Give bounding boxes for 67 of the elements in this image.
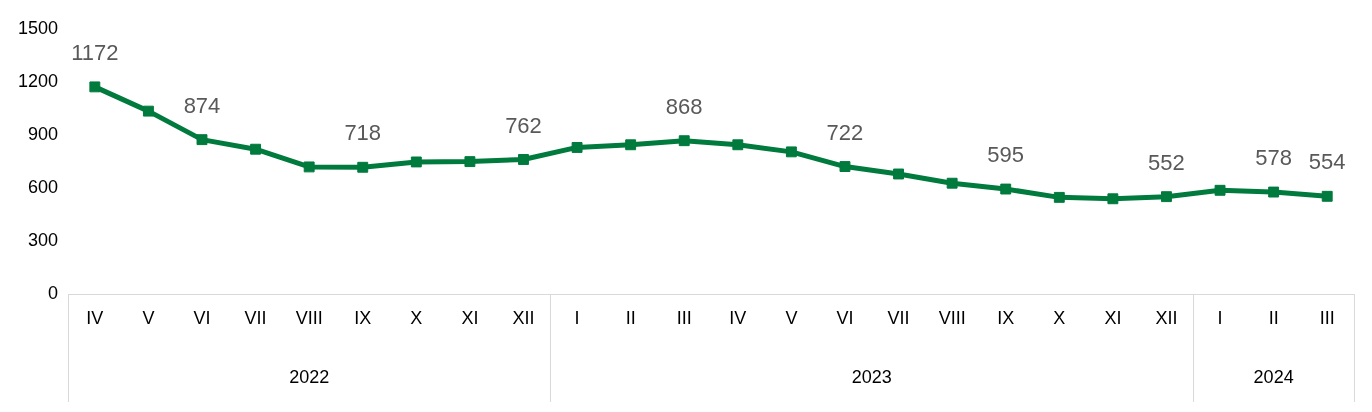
x-tick-label: V <box>785 308 798 329</box>
data-label: 1172 <box>71 39 119 65</box>
x-tick-label: XI <box>1104 308 1122 329</box>
y-tick-label: 900 <box>28 124 59 145</box>
point <box>732 139 744 151</box>
point <box>785 146 797 158</box>
point <box>303 161 315 173</box>
point <box>250 143 262 155</box>
x-tick-label: I <box>1217 308 1223 329</box>
data-label: 595 <box>987 142 1025 168</box>
x-tick-label: X <box>1053 308 1066 329</box>
data-label: 868 <box>665 93 703 119</box>
x-tick-label: VII <box>244 308 267 329</box>
point <box>678 135 690 147</box>
y-tick-label: 1500 <box>18 17 59 38</box>
point <box>625 139 637 151</box>
x-tick-label: VIII <box>295 308 323 329</box>
x-tick-label: X <box>410 308 423 329</box>
point <box>571 141 583 153</box>
x-tick-label: IV <box>86 308 104 329</box>
point <box>839 161 851 173</box>
x-tick-label: XI <box>461 308 479 329</box>
point <box>464 156 476 168</box>
y-tick-label: 0 <box>48 283 59 304</box>
point <box>1161 191 1172 203</box>
point <box>1321 190 1333 202</box>
y-tick-label: 1200 <box>18 70 59 91</box>
point <box>357 161 369 173</box>
point <box>410 156 422 168</box>
x-tick-label: II <box>625 308 636 329</box>
point <box>1214 184 1226 196</box>
x-tick-label: I <box>574 308 580 329</box>
y-tick-label: 300 <box>28 230 59 251</box>
data-label: 874 <box>183 92 221 118</box>
data-label: 722 <box>826 119 864 145</box>
x-tick-label: III <box>676 308 692 329</box>
x-tick-label: III <box>1319 308 1335 329</box>
point <box>1053 191 1065 203</box>
x-tick-label: IX <box>354 308 372 329</box>
x-tick-label: IV <box>729 308 747 329</box>
x-tick-label: VII <box>887 308 910 329</box>
data-label: 554 <box>1308 149 1346 175</box>
point <box>1107 193 1119 205</box>
x-tick-label: VIII <box>938 308 966 329</box>
point <box>1000 183 1012 195</box>
x-tick-label: XII <box>1155 308 1178 329</box>
data-label: 718 <box>344 120 382 146</box>
x-tick-label: V <box>142 308 155 329</box>
point <box>1268 186 1280 198</box>
x-tick-label: IX <box>997 308 1015 329</box>
point <box>89 81 101 93</box>
text: 2023 <box>851 367 892 388</box>
x-tick-label: XII <box>512 308 535 329</box>
x-tick-label: VI <box>836 308 854 329</box>
point <box>518 154 529 165</box>
x-tick-label: VI <box>193 308 211 329</box>
point <box>142 105 154 117</box>
point <box>946 177 958 189</box>
point <box>893 168 905 180</box>
data-label: 578 <box>1255 145 1292 171</box>
point <box>196 134 208 146</box>
data-label: 762 <box>505 112 542 138</box>
y-tick-label: 600 <box>28 177 59 198</box>
text: 2022 <box>289 367 330 388</box>
data-label: 552 <box>1148 149 1185 175</box>
x-tick-label: II <box>1268 308 1279 329</box>
text: 2024 <box>1253 367 1294 388</box>
